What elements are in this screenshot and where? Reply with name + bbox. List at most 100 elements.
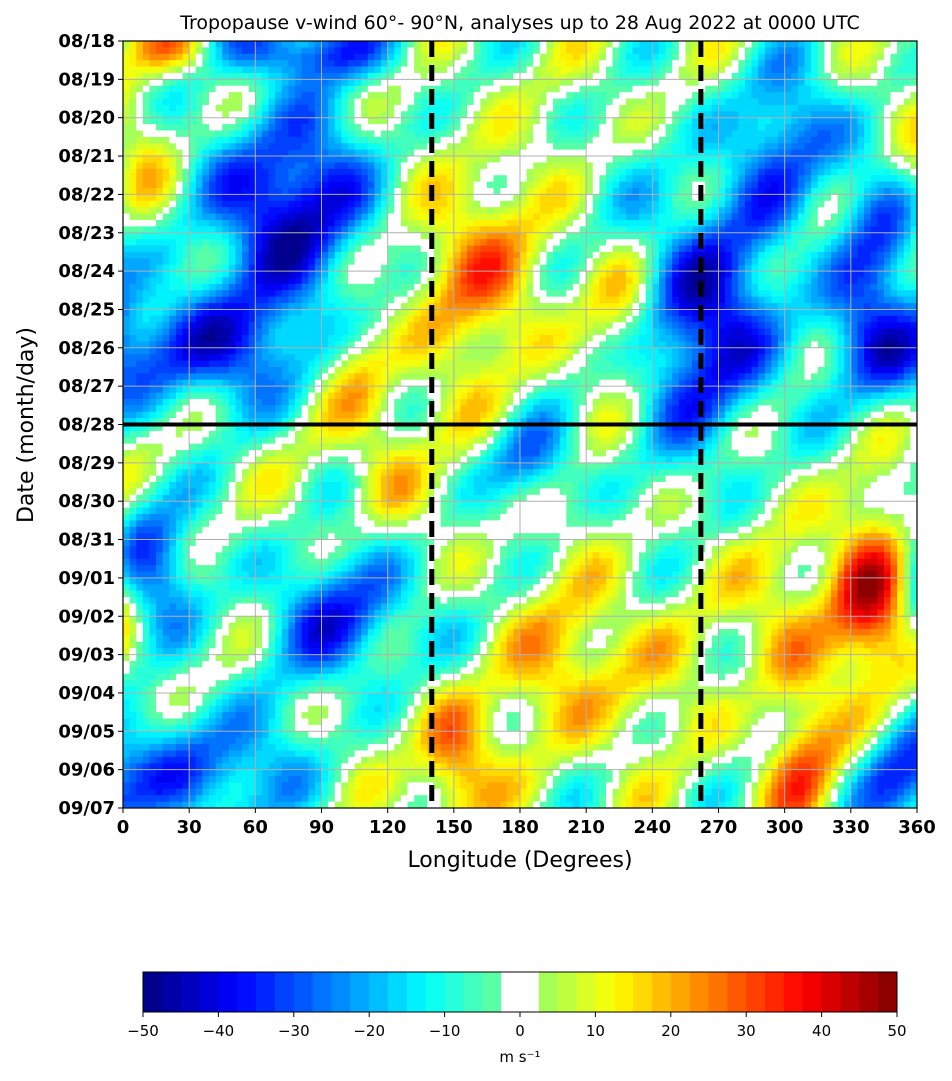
- field-cell: [864, 111, 872, 119]
- field-cell: [486, 188, 495, 195]
- field-cell: [612, 124, 620, 132]
- field-cell: [420, 168, 428, 176]
- field-cell: [744, 245, 753, 253]
- field-cell: [744, 277, 753, 285]
- field-cell: [275, 200, 283, 208]
- field-cell: [142, 213, 151, 221]
- field-cell: [189, 251, 197, 259]
- field-cell: [149, 213, 157, 221]
- field-cell: [447, 79, 455, 87]
- field-cell: [222, 219, 230, 227]
- field-cell: [791, 175, 799, 183]
- field-cell: [910, 60, 917, 68]
- field-cell: [136, 130, 144, 138]
- field-cell: [460, 277, 468, 285]
- field-cell: [632, 162, 640, 170]
- field-cell: [175, 175, 184, 183]
- field-cell: [288, 162, 296, 170]
- field-cell: [460, 226, 468, 234]
- field-cell: [559, 181, 567, 189]
- field-cell: [606, 98, 614, 106]
- field-cell: [586, 149, 594, 157]
- field-cell: [791, 296, 799, 304]
- field-cell: [374, 258, 382, 266]
- field-cell: [606, 251, 614, 259]
- field-cell: [910, 213, 917, 221]
- field-cell: [665, 85, 673, 93]
- field-cell: [433, 200, 442, 208]
- field-cell: [361, 200, 369, 208]
- field-cell: [367, 53, 376, 61]
- field-cell: [374, 290, 382, 298]
- field-cell: [711, 149, 720, 157]
- field-cell: [553, 66, 561, 74]
- field-cell: [142, 66, 151, 74]
- field-cell: [169, 303, 177, 311]
- field-cell: [572, 226, 581, 234]
- field-cell: [467, 53, 475, 61]
- field-cell: [367, 251, 376, 259]
- field-cell: [824, 143, 832, 151]
- field-cell: [222, 283, 230, 291]
- field-cell: [248, 245, 256, 253]
- field-cell: [553, 251, 561, 259]
- field-cell: [242, 219, 250, 227]
- field-cell: [665, 79, 673, 87]
- field-cell: [136, 200, 144, 208]
- field-cell: [864, 60, 872, 68]
- field-cell: [572, 200, 581, 208]
- field-cell: [235, 303, 243, 311]
- field-cell: [599, 136, 607, 144]
- field-cell: [903, 271, 911, 279]
- field-cell: [586, 175, 594, 183]
- field-cell: [513, 251, 521, 259]
- field-cell: [149, 130, 157, 138]
- field-cell: [784, 41, 792, 48]
- field-cell: [883, 162, 892, 170]
- field-cell: [606, 207, 614, 215]
- field-cell: [275, 72, 283, 80]
- field-cell: [123, 143, 131, 151]
- field-cell: [910, 251, 917, 259]
- field-cell: [367, 194, 376, 202]
- field-cell: [725, 143, 733, 151]
- field-cell: [255, 98, 263, 106]
- field-cell: [314, 290, 323, 298]
- field-cell: [612, 200, 620, 208]
- field-cell: [877, 251, 885, 259]
- field-cell: [381, 168, 389, 176]
- field-cell: [473, 232, 481, 240]
- field-cell: [658, 79, 667, 87]
- field-cell: [645, 92, 653, 100]
- field-cell: [175, 303, 184, 311]
- field-cell: [341, 130, 349, 138]
- field-cell: [705, 117, 713, 125]
- field-cell: [460, 156, 468, 164]
- field-cell: [546, 200, 554, 208]
- field-cell: [142, 117, 151, 125]
- field-cell: [764, 296, 773, 304]
- field-cell: [447, 143, 455, 151]
- field-cell: [725, 296, 733, 304]
- field-cell: [830, 124, 839, 132]
- field-cell: [520, 85, 528, 93]
- field-cell: [864, 41, 872, 48]
- field-cell: [381, 47, 389, 55]
- field-cell: [645, 41, 653, 48]
- field-cell: [328, 188, 336, 195]
- field-cell: [546, 124, 554, 132]
- field-cell: [261, 124, 270, 132]
- field-cell: [586, 226, 594, 234]
- field-cell: [566, 117, 574, 125]
- field-cell: [572, 85, 581, 93]
- field-cell: [222, 98, 230, 106]
- field-cell: [493, 258, 501, 266]
- field-cell: [784, 130, 792, 138]
- field-cell: [400, 98, 409, 106]
- field-cell: [857, 271, 865, 279]
- field-cell: [215, 283, 223, 291]
- field-cell: [374, 149, 382, 157]
- field-cell: [883, 168, 892, 176]
- field-cell: [830, 136, 839, 144]
- field-cell: [778, 232, 786, 240]
